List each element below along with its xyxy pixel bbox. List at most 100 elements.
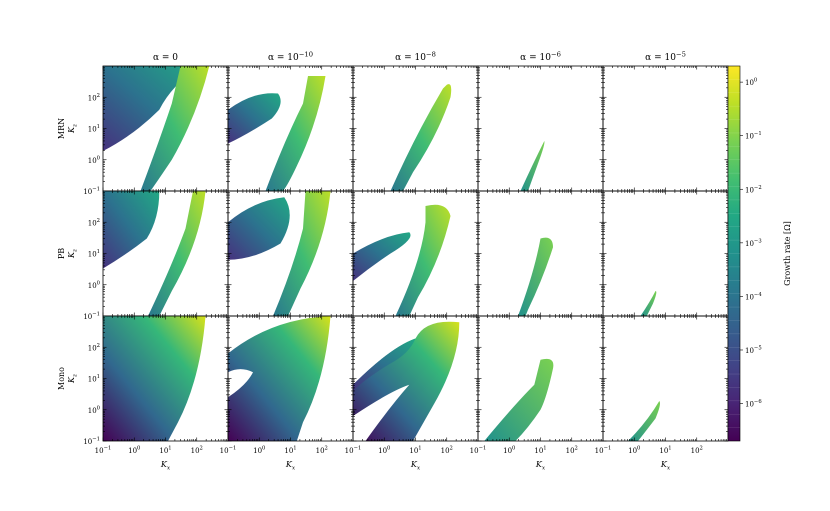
x-tick-label: 100 xyxy=(378,446,390,456)
y-axis-label: Kz xyxy=(67,123,79,134)
panel-mrn-a6 xyxy=(477,65,604,192)
x-tick-label: 101 xyxy=(409,446,421,456)
row-label-mrn: MRN xyxy=(57,118,66,139)
y-tick-label: 10−1 xyxy=(83,437,100,447)
column-title-a10: α = 10−10 xyxy=(268,51,313,64)
unstable-region xyxy=(140,66,210,191)
column-title-a8: α = 10−8 xyxy=(395,51,436,64)
x-tick-label: 100 xyxy=(628,446,640,456)
y-axis-label: Kz xyxy=(67,373,79,384)
panel-mono-a6 xyxy=(477,315,604,442)
y-tick-label: 101 xyxy=(88,374,100,384)
panel-pb-a6 xyxy=(477,190,604,317)
unstable-region xyxy=(103,66,201,151)
x-tick-label: 101 xyxy=(284,446,296,456)
colorbar-tick-label: 10−2 xyxy=(745,185,762,195)
y-tick-label: 100 xyxy=(88,405,100,415)
unstable-region xyxy=(518,237,553,316)
panel-mrn-a10 xyxy=(227,65,354,192)
x-tick-label: 102 xyxy=(316,446,328,456)
unstable-region xyxy=(390,84,452,191)
colorbar-tick-label: 100 xyxy=(745,78,757,88)
panel-frame xyxy=(602,190,729,317)
y-tick-label: 100 xyxy=(88,280,100,290)
panel-grid xyxy=(102,65,729,442)
y-tick-label: 102 xyxy=(88,218,100,228)
x-tick-label: 101 xyxy=(159,446,171,456)
panel-pb-a5 xyxy=(602,190,729,317)
unstable-region xyxy=(273,191,331,316)
x-tick-label: 100 xyxy=(503,446,515,456)
panel-pb-a10 xyxy=(227,190,354,317)
x-tick-label: 101 xyxy=(659,446,671,456)
unstable-region xyxy=(520,141,545,191)
colorbar-bar xyxy=(727,65,741,442)
panel-frame xyxy=(477,65,604,192)
colorbar-tick-label: 10−4 xyxy=(745,292,762,302)
unstable-region xyxy=(353,321,460,441)
y-tick-label: 10−1 xyxy=(83,312,100,322)
colorbar-tick-label: 10−6 xyxy=(745,399,762,409)
x-axis-label: Kx xyxy=(535,460,546,472)
colorbar-tick-label: 10−5 xyxy=(745,345,762,355)
colorbar-tick-label: 10−3 xyxy=(745,238,762,248)
x-axis-label: Kx xyxy=(410,460,421,472)
x-tick-label: 102 xyxy=(441,446,453,456)
x-tick-label: 10−1 xyxy=(595,446,612,456)
y-tick-label: 102 xyxy=(88,93,100,103)
panel-frame xyxy=(352,65,479,192)
y-axis-label: Kz xyxy=(67,248,79,259)
y-tick-label: 102 xyxy=(88,343,100,353)
unstable-region xyxy=(265,76,326,191)
x-tick-label: 10−1 xyxy=(470,446,487,456)
unstable-region xyxy=(353,232,411,281)
colorbar: 100 10−1 10−2 10−3 10−4 10−5 10−6 Growth rate [… xyxy=(727,65,792,442)
panel-mrn-a5 xyxy=(602,65,729,192)
y-tick-label: 101 xyxy=(88,249,100,259)
colorbar-label: Growth rate [Ω] xyxy=(783,221,792,286)
unstable-region xyxy=(484,358,554,441)
x-tick-label: 10−1 xyxy=(95,446,112,456)
panel-mono-a5 xyxy=(602,315,729,442)
panel-mono-a10 xyxy=(227,315,354,442)
unstable-region xyxy=(628,401,661,441)
unstable-region xyxy=(395,204,451,316)
column-title-a0: α = 0 xyxy=(153,53,178,63)
panel-mrn-a8 xyxy=(352,65,479,192)
panel-mono-a0 xyxy=(102,315,229,442)
y-tick-label: 101 xyxy=(88,124,100,134)
panel-pb-a0 xyxy=(102,190,229,317)
axes-labels: α = 0 α = 10−10 α = 10−8 α = 10−6 α = 10−5 10… xyxy=(57,51,703,472)
x-tick-label: 102 xyxy=(191,446,203,456)
unstable-region xyxy=(353,338,416,391)
x-tick-label: 102 xyxy=(566,446,578,456)
x-axis-label: Kx xyxy=(160,460,171,472)
colorbar-tick-label: 10−1 xyxy=(745,131,762,141)
unstable-region xyxy=(228,197,290,260)
panel-mrn-a0 xyxy=(102,65,229,192)
x-axis-label: Kx xyxy=(285,460,296,472)
x-tick-label: 101 xyxy=(534,446,546,456)
unstable-region xyxy=(228,93,281,144)
y-tick-label: 100 xyxy=(88,155,100,165)
y-tick-label: 10−1 xyxy=(83,187,100,197)
row-label-pb: PB xyxy=(57,248,66,259)
x-axis-label: Kx xyxy=(660,460,671,472)
panel-frame xyxy=(602,315,729,442)
row-label-mono: Mono xyxy=(57,367,66,390)
column-title-a6: α = 10−6 xyxy=(520,51,561,64)
column-title-a5: α = 10−5 xyxy=(645,51,686,64)
x-tick-label: 10−1 xyxy=(220,446,237,456)
unstable-region xyxy=(640,291,657,316)
x-tick-label: 102 xyxy=(691,446,703,456)
unstable-region xyxy=(228,316,331,441)
x-tick-label: 100 xyxy=(128,446,140,456)
unstable-region xyxy=(148,191,206,316)
x-tick-label: 10−1 xyxy=(345,446,362,456)
panel-frame xyxy=(602,65,729,192)
panel-mono-a8 xyxy=(352,315,479,442)
x-tick-label: 100 xyxy=(253,446,265,456)
unstable-region xyxy=(103,316,206,441)
panel-pb-a8 xyxy=(352,190,479,317)
